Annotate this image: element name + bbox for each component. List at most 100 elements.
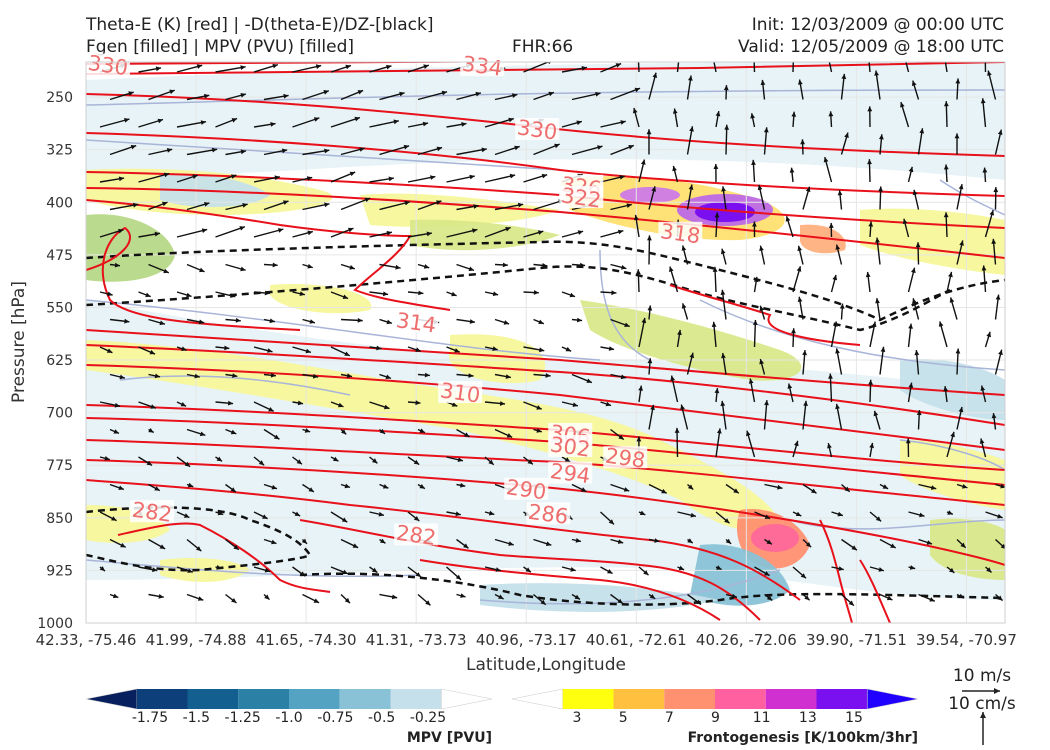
contour-label-bg [460,54,505,77]
wind-vector-head [868,221,874,227]
wind-vector-head [154,486,160,491]
wind-vector-head [1000,543,1005,549]
contour-label-bg [603,446,648,469]
wind-vector-head [158,594,164,599]
wind-vector-head [617,229,624,235]
mpv-colorbar: -1.75 -1.5 -1.25 -1.0 -0.75 -0.5 -0.25 MPV [PVU… [85,688,493,746]
wind-vector-head [113,429,119,434]
wind-vector-head [357,318,363,323]
wind-vector-head [415,347,421,352]
theta-e-contour-label: 294 [549,459,592,488]
wind-vector-head [201,228,208,233]
wind-vector-head [997,595,1003,601]
wind-vector-head [324,202,330,208]
valid-time: Valid: 12/05/2009 @ 18:00 UTC [738,37,1004,57]
wind-vector-head [805,542,812,548]
wind-vector-head [634,214,639,221]
wind-vector-head [938,321,944,327]
theta-e-contour-line [86,479,801,601]
wind-vector-head [797,296,803,302]
y-tick-label: 550 [46,300,73,316]
wind-vector [637,62,640,73]
x-tick-label: 42.33, -75.46 [36,631,137,649]
x-tick-label: 41.31, -73.73 [366,631,467,649]
wind-vector-head [837,190,843,196]
wind-vector [721,289,727,320]
wind-vector [456,148,487,156]
wind-vector-head [514,145,520,151]
wind-vector-head [525,567,531,573]
wind-vector-head [605,401,612,407]
wind-vector-head [721,186,726,192]
wind-vector-head [617,539,624,544]
wind-vector-head [235,318,241,323]
wind-vector-head [163,268,169,274]
wind-vector-head [577,230,584,235]
y-tick-label: 850 [46,511,73,527]
theta-e-contour-line [419,559,721,621]
wind-vector-head [344,597,350,604]
wind-vector-head [273,434,280,440]
wind-vector-head [359,147,365,152]
wind-vector-head [624,322,630,327]
wind-vector-head [240,266,246,272]
theta-e-contour-line [859,559,891,623]
wind-vector-head [297,400,304,406]
wind-vector-head [724,124,730,130]
wind-vector-head [186,292,192,298]
wind-vector [99,118,130,128]
wind-vector-head [646,129,652,135]
wind-vector-head [837,511,843,517]
theta-e-contour-line [86,62,1005,75]
wind-vector-head [731,593,737,599]
theta-e-contour-line [86,329,1005,396]
wind-vector-head [488,510,495,516]
wind-vector-head [385,374,391,380]
wind-vector-head [919,512,925,518]
wind-vector-head [789,167,795,173]
wind-vector-head [617,598,623,604]
wind-vector-head [118,228,124,234]
vector-key-up-arrowhead [980,712,986,718]
wind-vector-head [341,517,348,523]
wind-vector-head [611,290,617,296]
wind-vector-head [672,108,678,114]
wind-vector-head [908,323,913,329]
mpv-contour-line [86,89,1005,106]
wind-vector-head [579,262,585,268]
wind-vector-head [712,266,718,272]
wind-vector-head [274,175,280,181]
wind-vector [330,116,361,128]
wind-vector-head [875,298,880,304]
wind-vector-head [647,235,652,241]
wind-vector-head [689,126,694,132]
wind-vector-head [980,385,986,391]
wind-vector-head [124,118,130,123]
wind-vector-head [750,113,755,119]
stability-contour-line [86,240,1005,322]
wind-vector-head [576,120,582,126]
wind-vector-head [378,511,384,517]
colorbar-segment [339,689,391,709]
wind-vector-head [184,461,191,467]
plot-frame [85,61,1006,624]
wind-vector-head [509,173,516,179]
contour-label-bg [130,500,175,523]
wind-vector-head [99,566,105,571]
wind-vector-head [619,175,625,180]
contour-label-bg [394,310,439,333]
wind-vector-head [217,510,224,516]
wind-vector-head [720,400,726,407]
wind-vector-head [198,319,205,325]
wind-vector-head [576,317,583,323]
wind-vector-head [230,487,236,493]
wind-vector-head [811,488,817,494]
wind-vector-head [800,573,806,579]
wind-vector-head [380,538,386,544]
wind-vector-head [878,567,884,572]
wind-vector-head [393,119,399,125]
wind-vector-head [875,237,880,243]
wind-vector-head [835,244,841,250]
wind-vector-head [106,348,113,353]
wind-vector-head [508,541,514,546]
